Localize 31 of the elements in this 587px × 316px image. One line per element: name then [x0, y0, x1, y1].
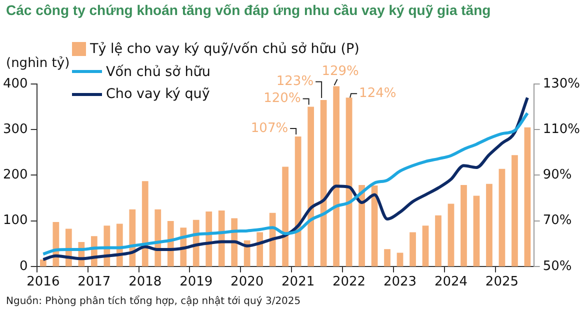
- data-label: 123%: [276, 74, 314, 90]
- y2-tick-label: 70%: [542, 213, 572, 228]
- x-tick-label: 2020: [230, 274, 264, 290]
- data-label: 129%: [322, 64, 359, 80]
- x-tick-label: 2024: [434, 274, 468, 290]
- y2-tick-label: 90%: [542, 168, 572, 183]
- data-label: 120%: [264, 91, 301, 106]
- y-tick-label: 400: [2, 76, 28, 92]
- chart-title: Các công ty chứng khoán tăng vốn đáp ứng nhu cầu vay ký quỹ gia tăng: [6, 2, 491, 18]
- x-tick-label: 2021: [282, 274, 315, 290]
- y-axis-title: (nghìn tỷ): [6, 56, 70, 71]
- y-tick-label: 200: [2, 168, 28, 183]
- y2-tick-label: 50%: [542, 258, 572, 274]
- x-tick-label: 2017: [78, 274, 111, 290]
- x-tick-label: 2022: [332, 274, 366, 290]
- y-tick-label: 100: [2, 213, 28, 228]
- legend-label: Cho vay ký quỹ: [106, 86, 210, 102]
- legend-label: Vốn chủ sở hữu: [106, 64, 210, 80]
- x-tick-label: 2025: [485, 274, 519, 290]
- legend-label: Tỷ lệ cho vay ký quỹ/vốn chủ sở hữu (P): [90, 41, 360, 58]
- x-tick-label: 2018: [128, 274, 162, 290]
- x-tick-label: 2023: [383, 274, 417, 290]
- x-tick-label: 2016: [26, 274, 60, 290]
- x-tick-label: 2019: [180, 274, 213, 290]
- text: Nguồn: Phòng phân tích tổng hợp, cập nhật tới quý 3/2025: [6, 296, 301, 307]
- y2-tick-label: 110%: [542, 122, 580, 137]
- y-tick-label: 300: [2, 122, 28, 137]
- data-label: 107%: [250, 120, 288, 136]
- y-tick-label: 0: [20, 258, 28, 274]
- data-label: 124%: [359, 86, 396, 102]
- y2-tick-label: 130%: [542, 76, 580, 92]
